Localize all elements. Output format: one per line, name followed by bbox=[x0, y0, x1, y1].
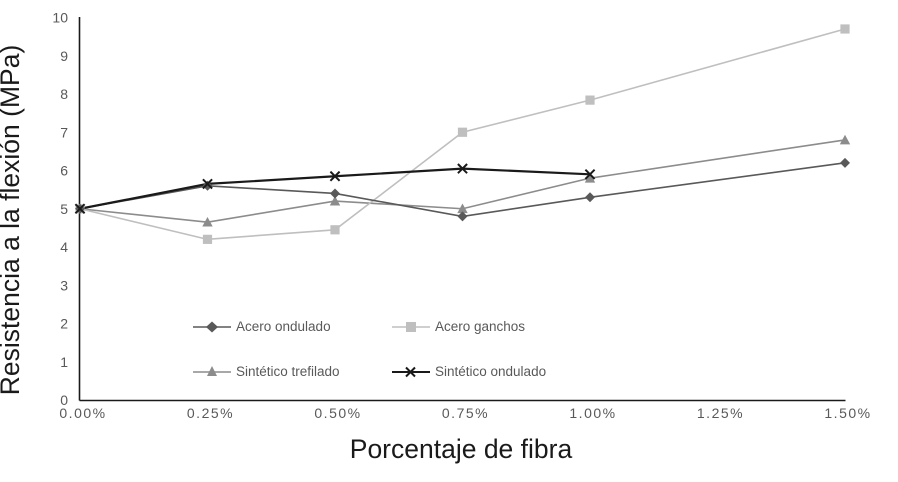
svg-text:2: 2 bbox=[60, 316, 68, 332]
svg-text:Acero ondulado: Acero ondulado bbox=[236, 319, 331, 334]
svg-text:10: 10 bbox=[52, 10, 68, 26]
svg-text:1: 1 bbox=[60, 354, 68, 370]
svg-text:Acero ganchos: Acero ganchos bbox=[435, 319, 525, 334]
svg-text:4: 4 bbox=[60, 239, 68, 255]
svg-text:5: 5 bbox=[60, 201, 68, 217]
svg-text:1.50%: 1.50% bbox=[824, 405, 871, 421]
svg-text:Resistencia a la flexión (MPa): Resistencia a la flexión (MPa) bbox=[0, 45, 25, 396]
svg-text:Porcentaje de fibra: Porcentaje de fibra bbox=[350, 434, 573, 464]
svg-text:0.25%: 0.25% bbox=[187, 405, 234, 421]
svg-text:Sintético ondulado: Sintético ondulado bbox=[435, 364, 546, 379]
svg-text:3: 3 bbox=[60, 277, 68, 293]
svg-text:1.00%: 1.00% bbox=[569, 405, 616, 421]
svg-text:1.25%: 1.25% bbox=[697, 405, 744, 421]
svg-text:9: 9 bbox=[60, 48, 68, 64]
svg-text:0.00%: 0.00% bbox=[59, 405, 106, 421]
svg-text:0.50%: 0.50% bbox=[314, 405, 361, 421]
svg-text:8: 8 bbox=[60, 86, 68, 102]
svg-text:6: 6 bbox=[60, 163, 68, 179]
svg-text:0.75%: 0.75% bbox=[442, 405, 489, 421]
svg-text:7: 7 bbox=[60, 124, 68, 140]
svg-text:Sintético trefilado: Sintético trefilado bbox=[236, 364, 340, 379]
